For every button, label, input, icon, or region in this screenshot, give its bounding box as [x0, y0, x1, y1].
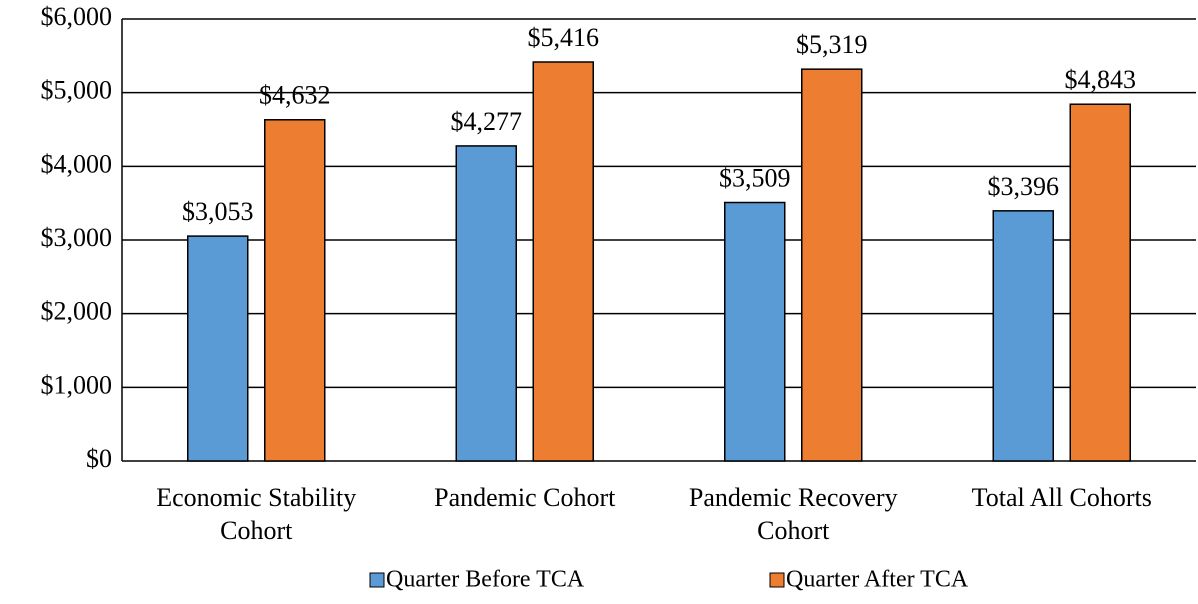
- data-label: $5,416: [528, 23, 600, 52]
- legend-swatch: [369, 572, 385, 588]
- data-label: $3,396: [988, 172, 1060, 201]
- bar: [724, 201, 786, 462]
- data-label: $3,053: [182, 197, 254, 226]
- y-tick-label: $6,000: [41, 2, 113, 31]
- data-label: $4,843: [1065, 65, 1137, 94]
- bar: [455, 145, 517, 462]
- bar: [187, 235, 249, 462]
- y-tick-label: $4,000: [41, 149, 113, 178]
- bar: [532, 61, 594, 462]
- data-label: $4,277: [451, 107, 523, 136]
- legend-label: Quarter After TCA: [786, 567, 969, 593]
- x-tick-label: Economic Stability Cohort: [156, 483, 356, 545]
- legend-swatch: [769, 572, 785, 588]
- y-tick-label: $5,000: [41, 76, 113, 105]
- y-tick-label: $0: [86, 444, 112, 473]
- x-tick-label: Pandemic Recovery Cohort: [689, 483, 898, 545]
- y-tick-label: $1,000: [41, 370, 113, 399]
- legend-label: Quarter Before TCA: [386, 567, 585, 593]
- data-label: $3,509: [719, 163, 791, 192]
- bar: [992, 210, 1054, 462]
- y-tick-label: $2,000: [41, 297, 113, 326]
- bar: [264, 119, 326, 462]
- bar: [801, 68, 863, 462]
- x-tick-label: Total All Cohorts: [972, 483, 1152, 512]
- y-tick-label: $3,000: [41, 223, 113, 252]
- data-label: $5,319: [796, 30, 868, 59]
- bar: [1069, 103, 1131, 462]
- data-label: $4,632: [259, 81, 331, 110]
- x-tick-label: Pandemic Cohort: [434, 483, 616, 512]
